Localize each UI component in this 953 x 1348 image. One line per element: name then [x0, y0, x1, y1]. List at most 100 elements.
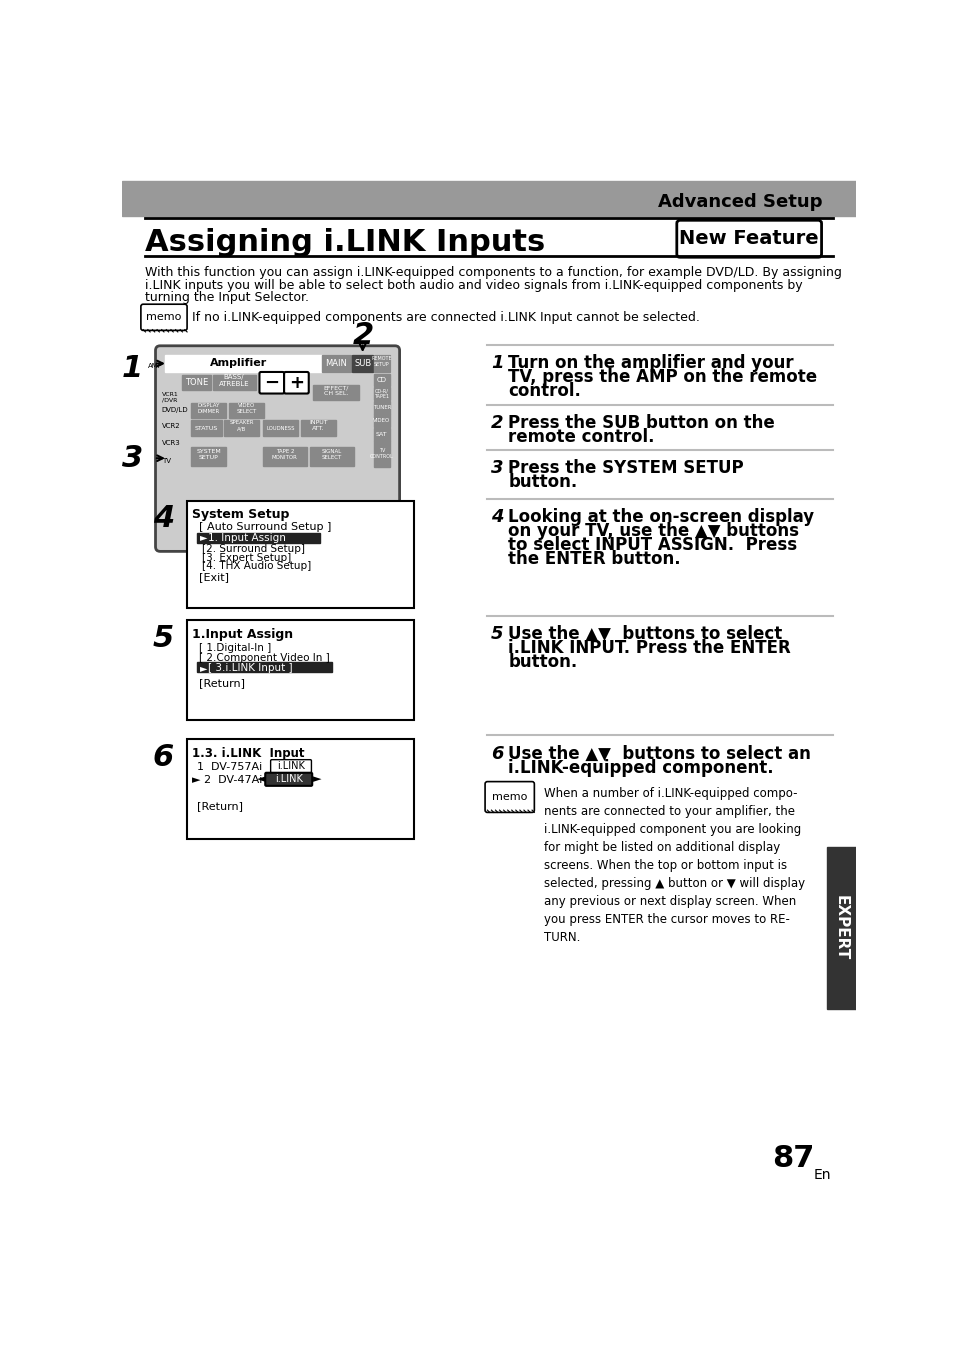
Text: TV: TV: [161, 457, 171, 464]
FancyBboxPatch shape: [259, 372, 284, 394]
Text: i.LINK: i.LINK: [274, 774, 302, 785]
Text: EFFECT/
CH SEL.: EFFECT/ CH SEL.: [323, 386, 348, 396]
Text: memo: memo: [146, 313, 181, 322]
Text: Press the SUB button on the: Press the SUB button on the: [508, 414, 774, 433]
Bar: [229, 403, 264, 418]
FancyBboxPatch shape: [284, 372, 309, 394]
Text: ►: ►: [313, 774, 321, 785]
Text: 1.Input Assign: 1.Input Assign: [193, 628, 294, 640]
Text: SYSTEM
SETUP: SYSTEM SETUP: [196, 449, 221, 460]
Text: When a number of i.LINK-equipped compo-
nents are connected to your amplifier, t: When a number of i.LINK-equipped compo- …: [543, 787, 804, 944]
Text: 5: 5: [491, 625, 503, 643]
Text: 1. Input Assign: 1. Input Assign: [208, 532, 286, 542]
Bar: [224, 421, 259, 435]
Text: TV, press the AMP on the remote: TV, press the AMP on the remote: [508, 368, 817, 386]
Text: 87: 87: [771, 1144, 814, 1173]
Bar: [374, 355, 389, 372]
FancyBboxPatch shape: [271, 760, 311, 772]
Text: 1: 1: [491, 355, 503, 372]
Text: [Return]: [Return]: [197, 801, 243, 811]
Text: TUNER: TUNER: [373, 404, 391, 410]
Text: on your TV, use the ▲▼ buttons: on your TV, use the ▲▼ buttons: [508, 522, 799, 541]
Bar: [321, 355, 351, 372]
Bar: [191, 403, 226, 418]
Text: 3: 3: [122, 443, 143, 473]
Text: SIGNAL
SELECT: SIGNAL SELECT: [321, 449, 341, 460]
FancyBboxPatch shape: [141, 305, 187, 330]
Text: Use the ▲▼  buttons to select: Use the ▲▼ buttons to select: [508, 625, 781, 643]
Text: ►: ►: [200, 663, 208, 673]
Text: ► 2  DV-47Ai: ► 2 DV-47Ai: [193, 775, 263, 786]
Bar: [121, 181, 856, 216]
Text: If no i.LINK-equipped components are connected i.LINK Input cannot be selected.: If no i.LINK-equipped components are con…: [193, 311, 700, 324]
Text: [ 3.i.LINK Input ]: [ 3.i.LINK Input ]: [208, 663, 293, 673]
Text: REMOTE
SETUP: REMOTE SETUP: [371, 356, 392, 367]
Text: MAIN: MAIN: [325, 359, 347, 368]
Text: DISPLAY
DIMMER: DISPLAY DIMMER: [197, 403, 219, 414]
Text: Press the SYSTEM SETUP: Press the SYSTEM SETUP: [508, 458, 743, 477]
Text: 3: 3: [491, 458, 503, 477]
Text: VIDEO
SELECT: VIDEO SELECT: [236, 403, 256, 414]
Bar: [187, 739, 414, 840]
Text: Use the ▲▼  buttons to select an: Use the ▲▼ buttons to select an: [508, 744, 810, 763]
Bar: [301, 421, 336, 435]
Text: turning the Input Selector.: turning the Input Selector.: [145, 291, 309, 305]
Text: 6: 6: [152, 743, 173, 772]
Text: i.LINK INPUT. Press the ENTER: i.LINK INPUT. Press the ENTER: [508, 639, 790, 658]
Text: [ Auto Surround Setup ]: [ Auto Surround Setup ]: [198, 522, 331, 532]
Text: LOUDNESS: LOUDNESS: [266, 426, 294, 430]
Bar: [197, 662, 332, 673]
Bar: [262, 446, 307, 466]
Text: CD-R/
TAPE1: CD-R/ TAPE1: [374, 388, 389, 399]
Text: button.: button.: [508, 652, 577, 671]
Bar: [374, 387, 389, 400]
Text: [3. Expert Setup]: [3. Expert Setup]: [202, 553, 292, 563]
Text: i.LINK: i.LINK: [276, 762, 305, 771]
Text: CD: CD: [376, 376, 387, 383]
Text: STATUS: STATUS: [194, 426, 217, 430]
Text: Amplifier: Amplifier: [210, 359, 267, 368]
Text: Advanced Setup: Advanced Setup: [658, 193, 821, 210]
Text: [Return]: [Return]: [198, 678, 244, 687]
Text: En: En: [813, 1169, 831, 1182]
Text: New Feature: New Feature: [679, 229, 818, 248]
Text: [ 1.Digital-In ]: [ 1.Digital-In ]: [198, 643, 271, 652]
Text: to select INPUT ASSIGN.  Press: to select INPUT ASSIGN. Press: [508, 537, 797, 554]
Bar: [374, 441, 389, 468]
Text: control.: control.: [508, 381, 580, 400]
Bar: [826, 847, 856, 1008]
Bar: [165, 355, 389, 372]
Text: +: +: [289, 373, 304, 392]
Text: 6: 6: [491, 744, 503, 763]
Bar: [187, 620, 414, 720]
Text: remote control.: remote control.: [508, 429, 654, 446]
Text: ◄: ◄: [257, 774, 265, 785]
Text: ►: ►: [200, 532, 208, 542]
Text: TONE: TONE: [185, 379, 208, 387]
Text: −: −: [264, 373, 279, 392]
Text: BASS/
ATREBLE: BASS/ ATREBLE: [218, 373, 249, 387]
Text: [ 2.Component Video In ]: [ 2.Component Video In ]: [198, 652, 329, 663]
Bar: [374, 402, 389, 414]
Text: [4. THX Audio Setup]: [4. THX Audio Setup]: [202, 561, 312, 572]
Bar: [191, 421, 221, 435]
Text: VCR2: VCR2: [161, 423, 180, 429]
Text: TV
CONTROL: TV CONTROL: [370, 448, 394, 458]
Text: SPEAKER
A/B: SPEAKER A/B: [230, 421, 253, 431]
Text: INPUT
ATT.: INPUT ATT.: [309, 421, 328, 431]
Text: SAT: SAT: [375, 431, 387, 437]
Text: 2: 2: [491, 414, 503, 433]
Text: Turn on the amplifier and your: Turn on the amplifier and your: [508, 355, 793, 372]
Text: 1.3. i.LINK  Input: 1.3. i.LINK Input: [193, 747, 305, 760]
Text: the ENTER button.: the ENTER button.: [508, 550, 680, 568]
Text: [2. Surround Setup]: [2. Surround Setup]: [202, 545, 305, 554]
Text: i.LINK inputs you will be able to select both audio and video signals from i.LIN: i.LINK inputs you will be able to select…: [145, 279, 801, 291]
Text: i.LINK-equipped component.: i.LINK-equipped component.: [508, 759, 773, 776]
Text: TAPE 2
MONITOR: TAPE 2 MONITOR: [272, 449, 297, 460]
Bar: [262, 421, 297, 435]
Text: memo: memo: [492, 793, 527, 802]
Bar: [352, 355, 373, 372]
Text: AMP: AMP: [148, 363, 163, 369]
Bar: [181, 375, 211, 391]
Text: EXPERT: EXPERT: [833, 895, 848, 961]
